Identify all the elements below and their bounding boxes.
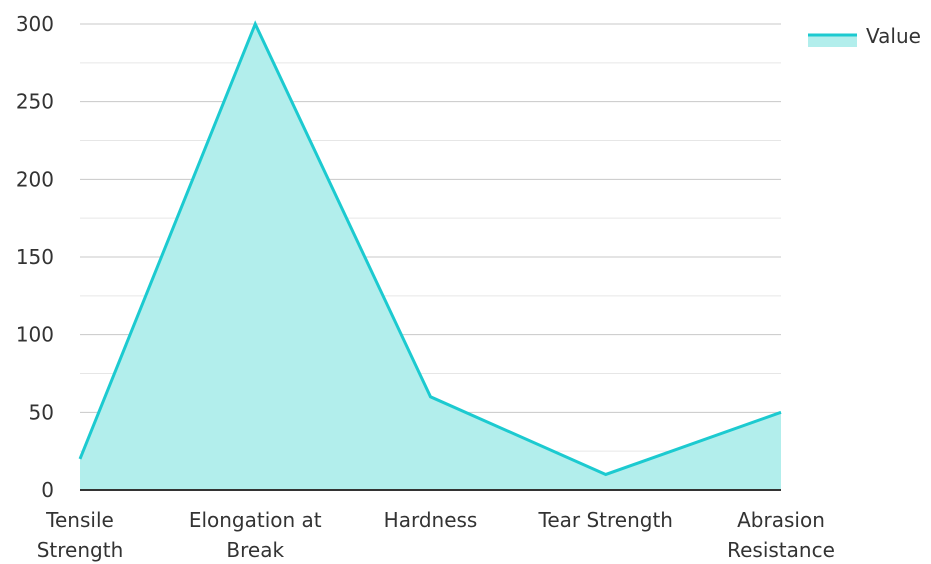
y-tick-label: 50 <box>29 400 54 424</box>
x-tick-label: Abrasion Resistance <box>727 508 835 562</box>
legend-swatch-fill <box>808 35 857 47</box>
y-tick-labels: 0 50 100 150 200 250 300 <box>16 12 54 502</box>
y-tick-label: 150 <box>16 245 54 269</box>
x-tick-label: Hardness <box>384 508 478 532</box>
series-line-value <box>78 20 782 477</box>
x-tick-label: Elongation at Break <box>189 508 322 562</box>
x-tick-label: Tear Strength <box>538 508 673 532</box>
y-tick-label: 0 <box>41 478 54 502</box>
y-tick-label: 100 <box>16 323 54 347</box>
legend: Value <box>808 24 921 48</box>
y-tick-label: 300 <box>16 12 54 36</box>
y-tick-label: 200 <box>16 167 54 191</box>
x-tick-label: Tensile Strength <box>37 508 124 562</box>
y-tick-label: 250 <box>16 90 54 114</box>
area-fill-value <box>80 24 781 490</box>
area-layer <box>78 20 782 490</box>
x-tick-labels: Tensile Strength Elongation at Break Hardnes… <box>37 508 835 562</box>
legend-label-value: Value <box>866 24 921 48</box>
